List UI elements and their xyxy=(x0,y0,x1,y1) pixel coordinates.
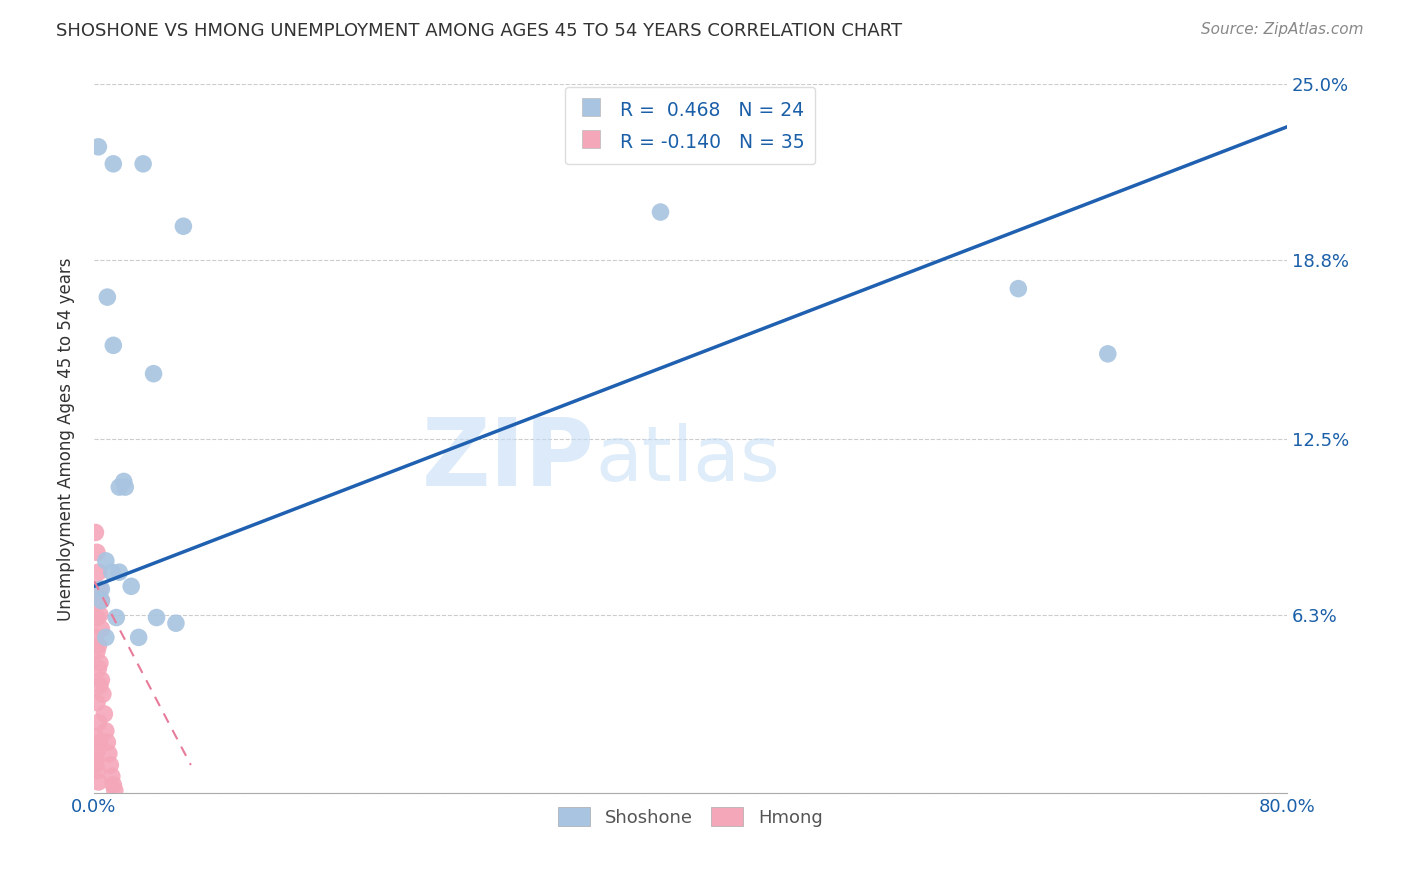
Text: Source: ZipAtlas.com: Source: ZipAtlas.com xyxy=(1201,22,1364,37)
Point xyxy=(97,747,120,761)
Point xyxy=(87,715,110,730)
Point xyxy=(1097,347,1119,361)
Point xyxy=(93,706,115,721)
Point xyxy=(172,219,194,234)
Point xyxy=(105,610,128,624)
Point xyxy=(650,205,672,219)
Point xyxy=(84,758,107,772)
Point xyxy=(90,593,112,607)
Text: atlas: atlas xyxy=(595,423,780,497)
Point xyxy=(101,769,124,783)
Point xyxy=(89,607,111,622)
Legend: Shoshone, Hmong: Shoshone, Hmong xyxy=(551,800,830,834)
Point xyxy=(120,579,142,593)
Point xyxy=(96,290,118,304)
Point xyxy=(87,593,110,607)
Point xyxy=(132,157,155,171)
Point xyxy=(84,525,107,540)
Point xyxy=(96,735,118,749)
Point xyxy=(128,631,150,645)
Point xyxy=(114,480,136,494)
Point xyxy=(101,565,124,579)
Point xyxy=(87,565,110,579)
Point xyxy=(86,696,108,710)
Point xyxy=(90,593,112,607)
Point xyxy=(94,631,117,645)
Point xyxy=(84,631,107,645)
Text: SHOSHONE VS HMONG UNEMPLOYMENT AMONG AGES 45 TO 54 YEARS CORRELATION CHART: SHOSHONE VS HMONG UNEMPLOYMENT AMONG AGE… xyxy=(56,22,903,40)
Point xyxy=(86,582,108,597)
Point xyxy=(86,545,108,559)
Point xyxy=(87,775,110,789)
Y-axis label: Unemployment Among Ages 45 to 54 years: Unemployment Among Ages 45 to 54 years xyxy=(58,257,75,621)
Point xyxy=(104,783,127,797)
Point xyxy=(87,140,110,154)
Point xyxy=(89,679,111,693)
Point xyxy=(145,610,167,624)
Point xyxy=(103,338,125,352)
Point xyxy=(90,673,112,687)
Point xyxy=(90,582,112,597)
Point xyxy=(103,778,125,792)
Point xyxy=(103,157,125,171)
Point xyxy=(84,752,107,766)
Point xyxy=(86,610,108,624)
Point xyxy=(98,758,121,772)
Point xyxy=(89,735,111,749)
Point xyxy=(86,764,108,778)
Text: ZIP: ZIP xyxy=(422,414,595,506)
Point xyxy=(86,744,108,758)
Point xyxy=(142,367,165,381)
Point xyxy=(108,480,131,494)
Point xyxy=(112,475,135,489)
Point xyxy=(87,639,110,653)
Point xyxy=(86,644,108,658)
Point xyxy=(1007,282,1029,296)
Point xyxy=(89,582,111,597)
Point xyxy=(87,662,110,676)
Point xyxy=(165,616,187,631)
Point xyxy=(94,554,117,568)
Point xyxy=(94,723,117,738)
Point xyxy=(108,565,131,579)
Point xyxy=(90,622,112,636)
Point xyxy=(91,687,114,701)
Point xyxy=(89,656,111,670)
Point xyxy=(84,730,107,744)
